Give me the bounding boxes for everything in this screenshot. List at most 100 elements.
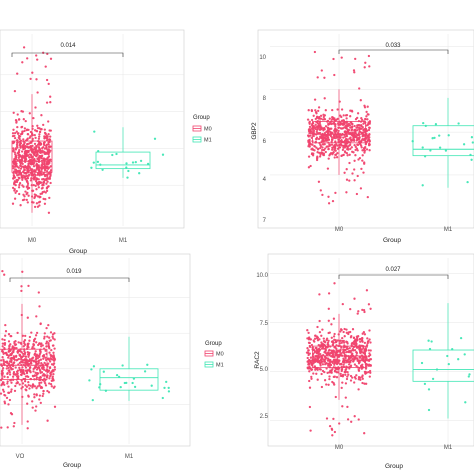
data-point	[28, 339, 31, 342]
data-point	[35, 163, 39, 166]
data-point	[11, 141, 15, 145]
data-point	[25, 185, 28, 189]
data-point	[29, 179, 33, 182]
data-point	[16, 158, 20, 162]
x-tick-label: M1	[444, 445, 453, 451]
data-point	[350, 109, 354, 112]
data-point	[16, 125, 19, 129]
data-point	[320, 69, 323, 72]
data-point	[1, 356, 4, 359]
data-point	[317, 109, 320, 113]
data-point	[307, 166, 311, 169]
data-point	[335, 362, 339, 366]
data-point	[357, 418, 360, 421]
data-point	[125, 162, 128, 165]
data-point	[321, 328, 324, 331]
data-point	[444, 149, 448, 152]
data-point	[343, 150, 347, 153]
data-point	[31, 400, 34, 403]
data-point	[307, 331, 310, 335]
data-point	[319, 144, 323, 148]
data-point	[360, 146, 363, 149]
data-point	[319, 114, 323, 117]
data-point	[310, 375, 313, 379]
data-point	[46, 419, 49, 422]
data-point	[355, 351, 359, 355]
data-point	[356, 126, 359, 129]
data-point	[353, 129, 356, 132]
data-point	[26, 176, 30, 180]
data-point	[26, 149, 29, 153]
data-point	[334, 134, 338, 138]
box	[412, 125, 474, 157]
data-point	[368, 369, 372, 373]
data-point	[330, 136, 334, 139]
data-point	[365, 371, 368, 375]
data-point	[37, 182, 41, 185]
data-point	[43, 202, 47, 205]
data-point	[19, 142, 22, 145]
data-point	[362, 308, 366, 312]
p-value-label: 0.014	[60, 43, 76, 49]
data-point	[349, 147, 352, 151]
data-point	[22, 340, 26, 343]
data-point	[44, 152, 48, 155]
data-point	[40, 164, 43, 167]
data-point	[360, 124, 363, 127]
data-point	[53, 365, 56, 369]
data-point	[342, 153, 345, 157]
data-point	[327, 147, 330, 151]
data-point	[127, 169, 130, 173]
data-point	[35, 341, 38, 344]
data-point	[467, 375, 470, 378]
data-point	[24, 119, 27, 123]
data-point	[24, 178, 27, 181]
data-point	[12, 167, 15, 170]
data-point	[351, 122, 354, 126]
data-point	[39, 371, 42, 374]
data-point	[50, 348, 53, 352]
data-point	[367, 113, 370, 116]
data-point	[44, 384, 48, 387]
data-point	[15, 189, 18, 193]
data-point	[348, 153, 351, 156]
data-point	[24, 164, 27, 168]
data-point	[11, 367, 14, 371]
data-point	[343, 144, 346, 147]
data-point	[30, 331, 33, 334]
data-point	[53, 338, 56, 341]
data-point	[21, 270, 24, 273]
y-tick-label: 7	[263, 218, 267, 224]
data-point	[332, 358, 336, 361]
data-point	[367, 134, 370, 138]
data-point	[21, 162, 24, 166]
data-point	[25, 369, 28, 372]
data-point	[336, 151, 339, 155]
data-point	[312, 372, 315, 375]
data-point	[25, 154, 29, 158]
data-point	[334, 153, 337, 157]
data-point	[355, 139, 358, 142]
data-point	[368, 149, 371, 152]
data-point	[49, 149, 52, 152]
data-point	[330, 351, 333, 355]
data-point	[359, 142, 362, 146]
data-point	[38, 151, 41, 154]
data-point	[463, 353, 466, 356]
data-point	[49, 129, 52, 132]
data-point	[39, 195, 42, 199]
data-point	[327, 307, 330, 310]
data-point	[12, 373, 16, 376]
data-point	[8, 373, 12, 376]
data-point	[47, 342, 50, 345]
data-point	[31, 155, 35, 159]
data-point	[13, 151, 17, 154]
data-point	[338, 350, 342, 353]
data-point	[363, 151, 366, 154]
data-point	[35, 78, 38, 81]
data-point	[23, 198, 26, 201]
data-point	[365, 345, 368, 348]
legend-label-m0: M0	[216, 352, 224, 358]
data-point	[33, 196, 36, 200]
data-point	[327, 292, 331, 295]
